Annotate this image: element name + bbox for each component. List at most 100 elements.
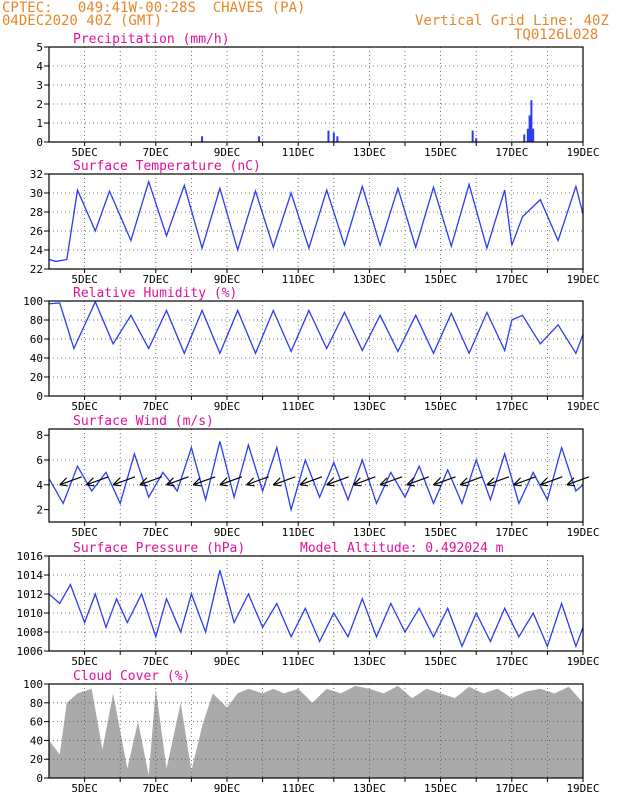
header-grid-note: Vertical Grid Line: 40Z [415,13,609,29]
wind-arrow-head [272,477,282,487]
wind-arrow [513,476,536,486]
wind-xtick-label: 13DEC [353,526,386,539]
header-source: CPTEC: [2,0,53,16]
precip-ytick-label: 4 [36,60,43,73]
press-annotation: Model Altitude: 0.492024 m [300,541,504,556]
temp-xtick-label: 9DEC [214,273,241,286]
precip-bar [528,115,531,142]
wind-xtick-label: 19DEC [566,526,599,539]
wind-arrow [353,476,376,486]
precip-ytick-label: 2 [36,98,43,111]
press-xtick-label: 19DEC [566,655,599,668]
cloud-xtick-label: 5DEC [71,782,98,795]
wind-arrow-head [513,477,522,487]
precip-bar [532,128,535,142]
temp-ytick-label: 32 [30,168,43,181]
temp-xtick-label: 19DEC [566,273,599,286]
wind-arrow-head [59,477,68,487]
precip-bar [258,136,261,142]
precip-xtick-label: 15DEC [424,146,457,159]
temp-ytick-label: 22 [30,263,43,276]
wind-xtick-label: 17DEC [495,526,528,539]
precip-xtick-label: 13DEC [353,146,386,159]
wind-arrow-head [246,477,255,487]
rh-ytick-label: 80 [30,314,43,327]
precip-xtick-label: 19DEC [566,146,599,159]
press-xtick-label: 15DEC [424,655,457,668]
temp-frame [48,173,584,270]
temp-xtick-label: 15DEC [424,273,457,286]
precip-bar [523,134,526,142]
temp-xtick-label: 7DEC [143,273,170,286]
rh-ytick-label: 0 [36,390,43,403]
cloud-xtick-label: 7DEC [143,782,170,795]
press-ytick-label: 1010 [17,607,44,620]
wind-arrow [406,476,429,486]
wind-arrow-head [299,477,309,487]
wind-arrow-head [139,477,148,487]
wind-series-line [48,441,584,513]
temp-ytick-label: 28 [30,206,43,219]
rh-xtick-label: 5DEC [71,400,98,413]
rh-xtick-label: 19DEC [566,400,599,413]
wind-xtick-label: 15DEC [424,526,457,539]
cloud-title: Cloud Cover (%) [73,669,190,684]
wind-arrow [433,476,456,486]
wind-arrow [219,476,243,486]
wind-arrow [299,476,323,486]
rh-xtick-label: 9DEC [214,400,241,413]
press-xtick-label: 11DEC [282,655,315,668]
cloud-ytick-label: 60 [30,716,43,729]
wind-arrow [459,476,483,486]
rh-frame [48,300,584,397]
header-station: CHAVES (PA) [212,0,306,16]
wind-arrow [166,476,189,486]
press-ytick-label: 1008 [17,626,44,639]
rh-xtick-label: 17DEC [495,400,528,413]
cloud-ytick-label: 80 [30,697,43,710]
temp-series-line [48,179,584,263]
wind-ytick-label: 2 [36,504,43,517]
press-xtick-label: 5DEC [71,655,98,668]
cloud-xtick-label: 15DEC [424,782,457,795]
wind-xtick-label: 5DEC [71,526,98,539]
wind-xtick-label: 7DEC [143,526,170,539]
wind-arrow [379,476,403,486]
precip-title: Precipitation (mm/h) [73,32,230,47]
rh-title: Relative Humidity (%) [73,286,237,301]
cloud-xtick-label: 13DEC [353,782,386,795]
wind-arrow [326,476,349,486]
rh-series-line [48,300,584,355]
press-xtick-label: 9DEC [214,655,241,668]
wind-arrow [566,476,590,486]
rh-ytick-label: 100 [23,295,43,308]
wind-arrow [273,476,296,486]
wind-ytick-label: 6 [36,454,43,467]
press-ytick-label: 1006 [17,645,44,658]
rh-xtick-label: 7DEC [143,400,170,413]
precip-xtick-label: 11DEC [282,146,315,159]
cloud-ytick-label: 20 [30,753,43,766]
press-ytick-label: 1014 [17,569,44,582]
precip-bar [526,128,529,142]
wind-arrow-head [166,477,175,487]
press-frame [48,555,584,652]
press-ytick-label: 1012 [17,588,44,601]
precip-bar [201,136,204,142]
wind-frame [48,428,584,523]
precip-bar [530,100,533,142]
header-line-1: CPTEC: 049:41W-00:28S CHAVES (PA) [2,1,305,15]
precip-bar [471,130,474,142]
wind-arrow-head [219,477,228,487]
wind-arrow-head [352,477,362,487]
wind-arrow-head [566,477,576,487]
precip-xtick-label: 7DEC [143,146,170,159]
rh-xtick-label: 15DEC [424,400,457,413]
temp-xtick-label: 5DEC [71,273,98,286]
press-ytick-label: 1016 [17,550,44,563]
temp-xtick-label: 17DEC [495,273,528,286]
wind-arrow-head [326,477,335,487]
precip-ytick-label: 1 [36,117,43,130]
rh-ytick-label: 20 [30,371,43,384]
precip-bar [336,136,339,142]
